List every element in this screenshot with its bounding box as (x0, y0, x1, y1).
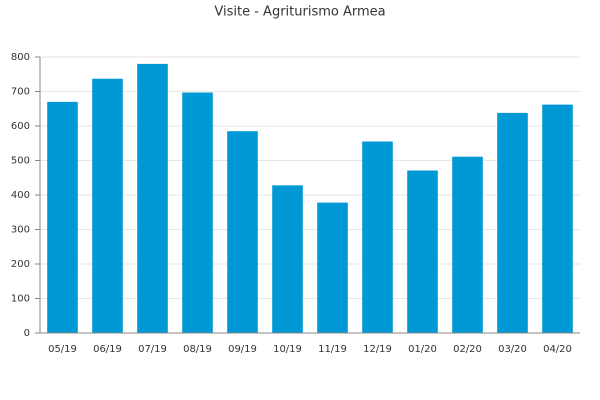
bar (47, 101, 78, 333)
bar (542, 104, 573, 333)
x-tick-label: 07/19 (138, 344, 167, 355)
y-tick-label: 800 (11, 52, 30, 63)
x-tick-label: 06/19 (93, 344, 122, 355)
bar (362, 141, 393, 333)
y-tick-label: 500 (11, 156, 30, 167)
x-tick-label: 03/20 (498, 344, 527, 355)
bar (92, 78, 123, 333)
x-tick-label: 11/19 (318, 344, 347, 355)
bar (452, 156, 483, 333)
bar (137, 63, 168, 334)
y-tick-label: 600 (11, 121, 30, 132)
y-tick-label: 100 (11, 294, 30, 305)
y-tick-label: 200 (11, 259, 30, 270)
bar (317, 202, 348, 333)
y-tick-label: 0 (24, 328, 30, 339)
bar (497, 112, 528, 333)
x-tick-label: 08/19 (183, 344, 212, 355)
x-tick-label: 05/19 (48, 344, 77, 355)
bar (182, 92, 213, 333)
y-tick-label: 300 (11, 225, 30, 236)
bar (407, 170, 438, 333)
x-tick-label: 01/20 (408, 344, 437, 355)
bar (272, 185, 303, 333)
x-tick-label: 04/20 (543, 344, 572, 355)
x-tick-label: 09/19 (228, 344, 257, 355)
bar (227, 131, 258, 333)
x-tick-label: 12/19 (363, 344, 392, 355)
chart-title: Visite - Agriturismo Armea (214, 5, 385, 20)
y-tick-label: 400 (11, 190, 30, 201)
y-tick-label: 700 (11, 87, 30, 98)
x-tick-label: 02/20 (453, 344, 482, 355)
x-tick-label: 10/19 (273, 344, 302, 355)
